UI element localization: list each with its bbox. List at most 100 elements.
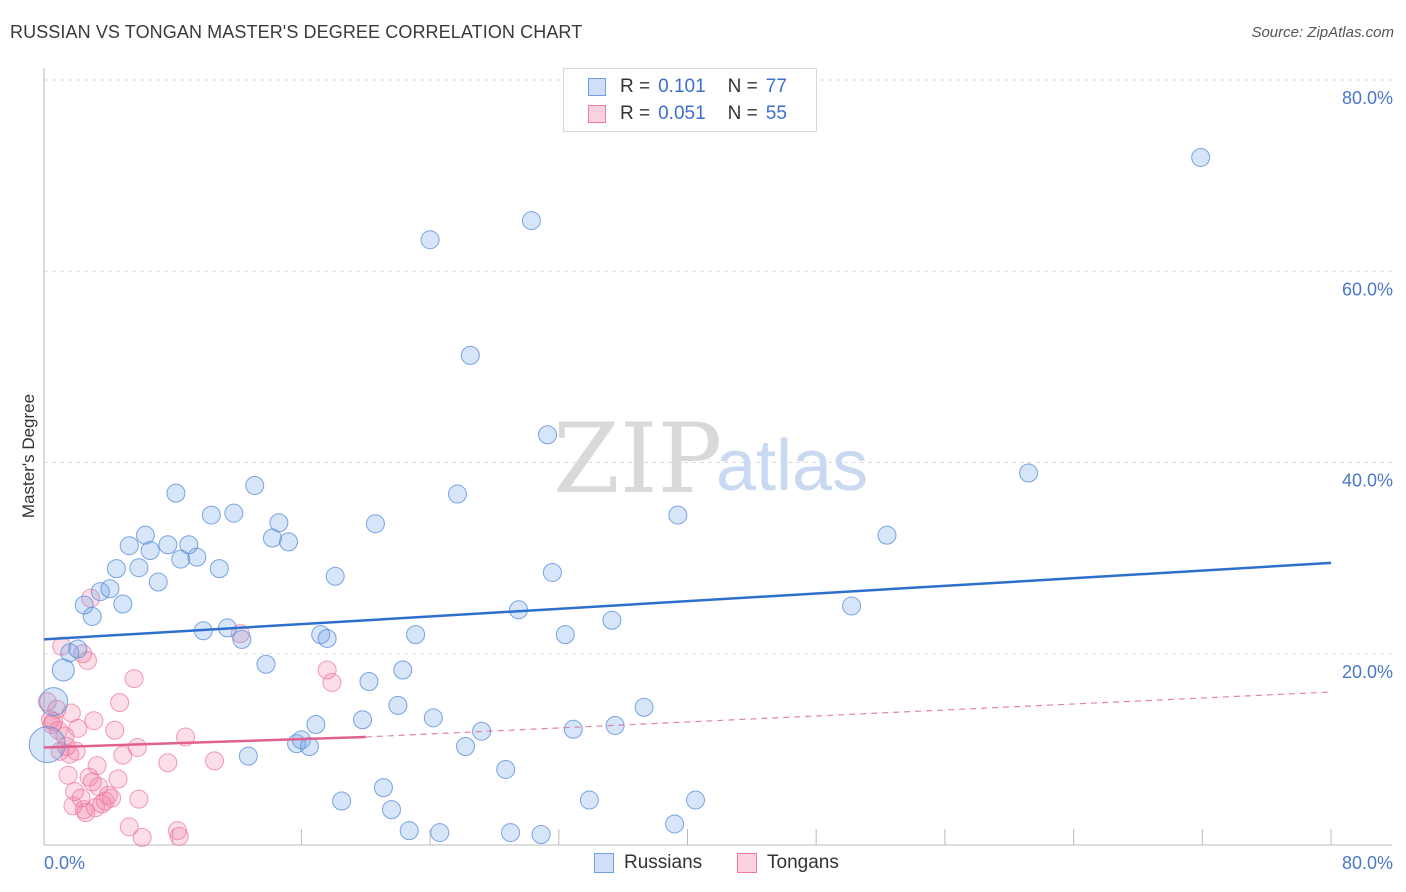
bottom-swatch-russians <box>594 853 614 873</box>
tongan-point <box>124 669 144 689</box>
russian-point <box>447 484 467 504</box>
tongan-point <box>71 788 91 808</box>
russian-point <box>686 790 706 810</box>
legend-r-value: 0.101 <box>658 76 706 97</box>
russian-point <box>279 532 299 552</box>
tongan-point <box>52 636 72 656</box>
russian-point <box>209 559 229 579</box>
russian-point <box>423 708 443 728</box>
russians-points <box>28 147 1211 844</box>
tongans-trend-extension <box>365 691 1332 738</box>
russian-point <box>171 549 191 569</box>
bottom-legend-label: Russians <box>624 852 703 873</box>
tick-labels: 20.0% 40.0% 60.0% 80.0% 0.0% 80.0% <box>44 88 1393 873</box>
russian-point <box>201 505 221 525</box>
y-tick-label: 60.0% <box>1342 279 1393 299</box>
tongan-point <box>158 753 178 773</box>
russian-point <box>393 660 413 680</box>
grid-lines <box>44 79 1392 655</box>
russian-point <box>406 625 426 645</box>
x-tick-label-max: 80.0% <box>1342 853 1393 873</box>
tongan-point <box>132 827 152 847</box>
tongan-point <box>110 693 130 713</box>
russian-point <box>332 791 352 811</box>
russian-point <box>256 654 276 674</box>
russian-point <box>668 505 688 525</box>
russian-point <box>365 514 385 534</box>
tongan-point <box>87 756 107 776</box>
russian-point <box>1191 147 1211 167</box>
tongan-point <box>58 765 78 785</box>
watermark: ZIP atlas <box>553 403 868 515</box>
bottom-legend-label: Tongans <box>767 852 839 873</box>
russian-point <box>51 658 75 682</box>
russian-point <box>563 719 583 739</box>
russian-point <box>269 513 289 533</box>
russian-point <box>399 821 419 841</box>
russian-point <box>634 697 654 717</box>
legend-r-value: 0.051 <box>658 103 706 124</box>
tongan-point <box>102 788 122 808</box>
russian-point <box>460 345 480 365</box>
russian-point <box>68 639 88 659</box>
russian-point <box>496 759 516 779</box>
tongan-point <box>127 737 147 757</box>
russian-point <box>187 547 207 567</box>
russian-point <box>245 475 265 495</box>
russian-point <box>359 671 379 691</box>
russian-point <box>39 687 69 717</box>
russian-point <box>521 211 541 231</box>
russian-point <box>1019 463 1039 483</box>
russian-point <box>106 559 126 579</box>
russian-point <box>579 790 599 810</box>
russian-point <box>119 536 139 556</box>
tongan-point <box>108 769 128 789</box>
russian-point <box>135 525 155 545</box>
bottom-legend-russians: Russians <box>594 852 702 874</box>
watermark-zip: ZIP <box>553 403 722 515</box>
bottom-swatch-tongans <box>737 853 757 873</box>
legend-r-label: R = <box>620 103 651 124</box>
russian-point <box>74 595 94 615</box>
tongan-point <box>76 802 96 822</box>
russian-point <box>373 778 393 798</box>
legend-swatch-tongans <box>588 105 606 123</box>
legend-n-value: 77 <box>765 76 787 97</box>
tongan-point <box>119 817 139 837</box>
russian-point <box>129 558 149 578</box>
russian-point <box>158 535 178 555</box>
russian-point <box>224 503 244 523</box>
tongan-point <box>169 826 189 846</box>
legend-row-tongans: R = 0.051 N = 55 <box>588 101 787 127</box>
chart-title: RUSSIAN VS TONGAN MASTER'S DEGREE CORREL… <box>10 22 583 42</box>
russian-point <box>542 562 562 582</box>
y-tick-label: 40.0% <box>1342 471 1393 491</box>
legend-n-label: N = <box>727 76 758 97</box>
tongan-point <box>44 712 64 732</box>
russian-point <box>501 823 521 843</box>
russian-point <box>140 540 160 560</box>
russian-point <box>602 610 622 630</box>
russian-point <box>538 425 558 445</box>
legend-n-value: 55 <box>765 103 787 124</box>
russian-point <box>388 695 408 715</box>
legend-row-russians: R = 0.101 N = 77 <box>588 74 787 100</box>
y-axis-label: Master's Degree <box>19 394 38 518</box>
russian-point <box>353 710 373 730</box>
source-label: Source: ZipAtlas.com <box>1251 24 1394 41</box>
russian-point <box>455 737 475 757</box>
russians-trend-line <box>43 561 1332 641</box>
tongan-point <box>105 720 125 740</box>
legend-r-label: R = <box>620 76 651 97</box>
russian-point <box>148 572 168 592</box>
x-tick-label-min: 0.0% <box>44 853 85 873</box>
russian-point <box>82 606 102 626</box>
tongan-point <box>322 672 342 692</box>
russian-point <box>325 566 345 586</box>
axes <box>43 68 1392 846</box>
russian-point <box>381 800 401 820</box>
legend-n-label: N = <box>727 103 758 124</box>
y-tick-label: 80.0% <box>1342 88 1393 108</box>
russian-point <box>317 628 337 648</box>
